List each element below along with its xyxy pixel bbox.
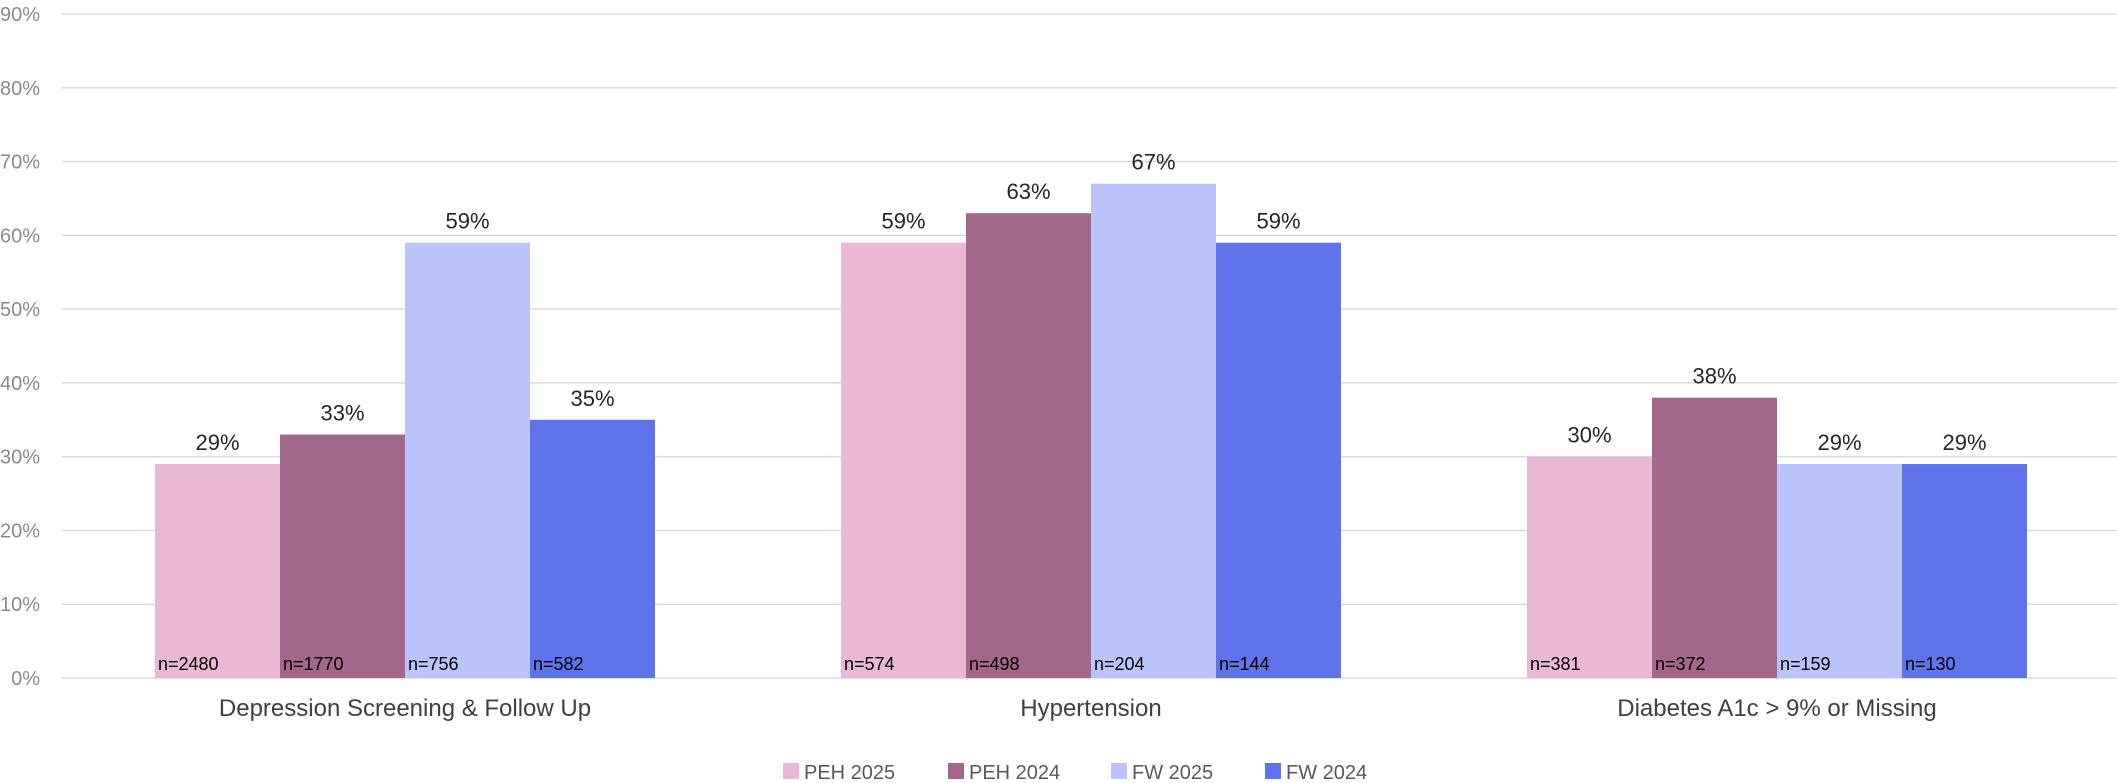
y-tick-label: 30% bbox=[0, 447, 40, 469]
bar bbox=[530, 419, 655, 678]
legend-swatch bbox=[948, 763, 964, 779]
y-tick-label: 20% bbox=[0, 520, 40, 542]
legend-label: PEH 2024 bbox=[969, 762, 1060, 783]
bar-n-label: n=582 bbox=[533, 654, 584, 674]
bars bbox=[155, 183, 2027, 678]
bar-value-label: 29% bbox=[1942, 430, 1986, 455]
bar bbox=[1777, 464, 1902, 678]
y-tick-label: 90% bbox=[0, 4, 40, 26]
category-label: Depression Screening & Follow Up bbox=[219, 695, 591, 722]
bar-value-label: 30% bbox=[1567, 423, 1611, 448]
legend-label: FW 2025 bbox=[1132, 762, 1213, 783]
bar-n-label: n=756 bbox=[408, 654, 459, 674]
bar bbox=[280, 434, 405, 678]
bar-n-label: n=498 bbox=[969, 654, 1020, 674]
bar-value-label: 33% bbox=[320, 401, 364, 426]
bar-value-label: 59% bbox=[445, 209, 489, 234]
bar bbox=[1652, 397, 1777, 678]
bar-value-label: 63% bbox=[1006, 179, 1050, 204]
category-label: Diabetes A1c > 9% or Missing bbox=[1617, 695, 1937, 722]
bar bbox=[1902, 464, 2027, 678]
bar-n-label: n=574 bbox=[844, 654, 895, 674]
y-tick-label: 50% bbox=[0, 299, 40, 321]
y-tick-label: 60% bbox=[0, 225, 40, 247]
bar-n-label: n=381 bbox=[1530, 654, 1581, 674]
category-labels: Depression Screening & Follow Up Hyperten… bbox=[219, 695, 1937, 722]
bar-value-label: 35% bbox=[570, 386, 614, 411]
legend-label: FW 2024 bbox=[1286, 762, 1367, 783]
bar-value-label: 29% bbox=[195, 430, 239, 455]
bar bbox=[966, 213, 1091, 678]
bar bbox=[1216, 242, 1341, 678]
bar-value-label: 38% bbox=[1692, 364, 1736, 389]
y-axis-tick-labels: 0% 10% 20% 30% 40% 50% 60% 70% 80% 90% bbox=[0, 4, 40, 690]
bar-n-label: n=159 bbox=[1780, 654, 1831, 674]
bar-n-label: n=204 bbox=[1094, 654, 1145, 674]
bar-value-label: 29% bbox=[1817, 430, 1861, 455]
y-tick-label: 70% bbox=[0, 152, 40, 174]
bar-value-label: 67% bbox=[1131, 150, 1175, 175]
legend: PEH 2025 PEH 2024 FW 2025 FW 2024 bbox=[783, 762, 1367, 783]
legend-swatch bbox=[1111, 763, 1127, 779]
y-tick-label: 10% bbox=[0, 594, 40, 616]
bar-n-label: n=372 bbox=[1655, 654, 1706, 674]
legend-swatch bbox=[1265, 763, 1281, 779]
y-tick-label: 40% bbox=[0, 373, 40, 395]
y-tick-label: 80% bbox=[0, 78, 40, 100]
legend-label: PEH 2025 bbox=[804, 762, 895, 783]
legend-swatch bbox=[783, 763, 799, 779]
bar-n-label: n=144 bbox=[1219, 654, 1270, 674]
category-label: Hypertension bbox=[1020, 695, 1161, 722]
bar-value-label: 59% bbox=[1256, 209, 1300, 234]
bar bbox=[1091, 183, 1216, 678]
bar-value-label: 59% bbox=[881, 209, 925, 234]
bar bbox=[841, 242, 966, 678]
bar bbox=[405, 242, 530, 678]
bar-n-label: n=1770 bbox=[283, 654, 344, 674]
bar bbox=[155, 464, 280, 678]
bar-n-label: n=130 bbox=[1905, 654, 1956, 674]
data-labels: 29% n=2480 33% n=1770 59% n=756 35% n=582 59% n=5… bbox=[158, 150, 1987, 674]
y-tick-label: 0% bbox=[11, 668, 40, 690]
bar-n-label: n=2480 bbox=[158, 654, 219, 674]
bar bbox=[1527, 456, 1652, 678]
